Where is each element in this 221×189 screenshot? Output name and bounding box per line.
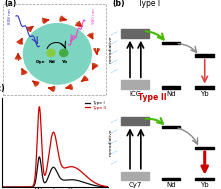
Bar <box>162 126 180 128</box>
Text: Dye: Dye <box>36 60 45 64</box>
Circle shape <box>47 49 55 57</box>
Bar <box>195 54 214 57</box>
Type I <box>1 186 4 188</box>
Type I <box>72 179 74 181</box>
Type I <box>107 186 110 188</box>
Text: Type II: Type II <box>137 93 166 102</box>
Type II <box>81 171 84 174</box>
Text: nonradiative: nonradiative <box>109 35 113 63</box>
Type I <box>49 170 52 173</box>
Text: Nd: Nd <box>166 91 176 97</box>
Text: Type I: Type I <box>137 0 160 8</box>
Text: Yb: Yb <box>200 91 209 97</box>
Circle shape <box>60 49 68 57</box>
Text: Nd: Nd <box>166 182 176 188</box>
Circle shape <box>23 24 91 84</box>
Text: Yb: Yb <box>61 60 67 64</box>
Text: Yb: Yb <box>200 182 209 188</box>
Type I <box>28 186 31 188</box>
Type II <box>64 167 66 169</box>
Type I <box>64 179 66 181</box>
Type II <box>1 186 4 188</box>
Type I <box>38 156 41 158</box>
X-axis label: Wavelength: Wavelength <box>34 188 76 189</box>
Bar <box>121 80 149 89</box>
Bar <box>121 117 149 125</box>
Bar <box>195 178 214 180</box>
Text: (c): (c) <box>0 84 5 93</box>
Text: Cy7: Cy7 <box>129 182 142 188</box>
Legend: Type I, Type II: Type I, Type II <box>84 101 106 110</box>
Type I <box>20 186 22 188</box>
Type II <box>72 166 74 168</box>
Text: 980 nm: 980 nm <box>92 8 96 24</box>
Type II <box>49 143 52 145</box>
Type II <box>38 106 41 108</box>
Bar <box>162 178 180 180</box>
Bar <box>195 87 214 89</box>
Type II <box>107 186 110 188</box>
Line: Type II: Type II <box>2 107 108 187</box>
Line: Type I: Type I <box>2 157 108 187</box>
Bar <box>162 87 180 89</box>
Bar <box>121 172 149 180</box>
Text: nonradiative: nonradiative <box>109 128 113 156</box>
Text: ICG: ICG <box>129 91 141 97</box>
Text: Nd: Nd <box>48 60 55 64</box>
Y-axis label: Intensity: Intensity <box>0 127 1 158</box>
Type II <box>20 186 22 188</box>
Type I <box>81 181 84 183</box>
Bar <box>195 147 214 149</box>
Text: (a): (a) <box>4 0 17 8</box>
Text: (b): (b) <box>113 0 125 8</box>
Text: 808 nm: 808 nm <box>8 8 11 24</box>
Type II <box>28 186 31 188</box>
Bar <box>121 29 149 38</box>
Bar <box>162 42 180 44</box>
